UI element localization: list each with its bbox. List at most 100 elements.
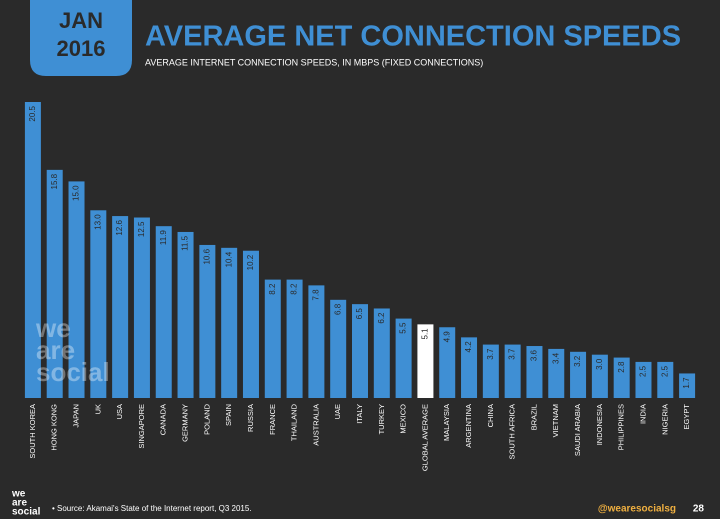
bar [308,285,325,398]
value-label: 3.2 [573,355,582,367]
x-tick-label: POLAND [202,403,211,434]
bar [482,344,499,398]
x-tick-label: CANADA [159,404,168,435]
value-label: 3.0 [595,358,604,370]
value-label: 10.4 [224,251,233,267]
date-badge [30,0,132,76]
x-tick-label: PHILIPPINES [617,404,626,450]
watermark-word: social [36,357,110,387]
value-label: 2.5 [639,365,648,377]
badge-month: JAN [59,8,103,33]
value-label: 5.1 [421,328,430,340]
watermark-word: we [35,313,71,343]
bar [679,373,696,398]
x-tick-label: CHINA [486,404,495,427]
bar [635,361,652,398]
bar [112,216,129,398]
value-label: 2.5 [660,365,669,377]
logo-word: we [11,489,26,500]
x-tick-label: UK [93,404,102,414]
watermark-word: are [36,335,75,365]
bar [526,346,543,398]
x-tick-label: INDONESIA [595,404,604,445]
bar [570,351,587,398]
value-label: 3.6 [530,349,539,361]
value-label: 12.6 [115,220,124,236]
x-tick-label: HONG KONG [50,404,59,451]
bar [199,244,216,398]
x-tick-label: NIGERIA [660,404,669,435]
bar [177,231,194,398]
bar [395,318,412,398]
footer-logo: we are social [11,489,41,518]
bar [264,279,281,398]
bar [417,324,434,398]
bar [133,217,150,398]
x-tick-label: RUSSIA [246,404,255,432]
x-tick-label: INDIA [638,404,647,424]
value-label: 12.5 [137,221,146,237]
x-tick-label: GLOBAL AVERAGE [420,404,429,471]
bar [155,226,172,398]
value-label: 7.8 [311,289,320,301]
x-tick-label: SOUTH KOREA [28,404,37,459]
bar [657,361,674,398]
value-label: 1.7 [682,377,691,389]
handle: @wearesocialsg [598,504,676,515]
page-number: 28 [693,504,705,515]
x-tick-label: AUSTRALIA [311,404,320,446]
badge-year: 2016 [57,36,106,61]
bar [68,181,85,398]
value-label: 15.8 [50,173,59,189]
x-tick-label: USA [115,404,124,419]
x-tick-label: FRANCE [268,404,277,435]
watermark: we are social [35,313,110,387]
bar [242,250,259,398]
bar [548,348,565,398]
bar [613,357,630,398]
value-label: 6.5 [355,308,364,320]
value-label: 8.2 [268,283,277,295]
value-label: 5.5 [399,322,408,334]
logo-word: social [12,507,41,518]
chart-title: AVERAGE NET CONNECTION SPEEDS [145,21,681,53]
value-label: 11.5 [181,235,190,251]
bars: SOUTH KOREA 20.5 HONG KONG 15.8 JAPAN 15.0 UK 1… [24,102,696,471]
x-tick-label: VIETNAM [551,404,560,437]
chart-subtitle: AVERAGE INTERNET CONNECTION SPEEDS, IN M… [145,57,483,67]
x-tick-label: ITALY [355,404,364,424]
value-label: 8.2 [290,283,299,295]
value-label: 15.0 [72,185,81,201]
value-label: 3.7 [508,348,517,360]
value-label: 13.0 [93,214,102,230]
bar [46,169,63,398]
value-label: 10.6 [202,248,211,264]
x-tick-label: TURKEY [377,404,386,434]
x-tick-label: MALAYSIA [442,404,451,441]
x-tick-label: SOUTH AFRICA [508,404,517,459]
x-tick-label: SINGAPORE [137,404,146,449]
bar [24,102,41,398]
source: • Source: Akamai's State of the Internet… [52,504,252,513]
x-tick-label: GERMANY [181,404,190,442]
bar [439,327,456,398]
x-tick-label: JAPAN [72,404,81,428]
x-tick-label: ARGENTINA [464,404,473,448]
value-label: 3.4 [551,352,560,364]
x-tick-label: SAUDI ARABIA [573,404,582,456]
x-tick-label: THAILAND [290,403,299,441]
x-tick-label: UAE [333,404,342,419]
value-label: 6.2 [377,312,386,324]
value-label: 20.5 [28,105,37,121]
value-label: 6.8 [333,303,342,315]
bar [286,279,303,398]
x-tick-label: SPAIN [224,404,233,426]
bar [352,304,368,398]
value-label: 3.7 [486,348,495,360]
bar [373,308,390,398]
x-tick-label: BRAZIL [529,404,538,430]
bar [330,299,347,398]
value-label: 10.2 [246,254,255,270]
value-label: 4.9 [442,331,451,343]
